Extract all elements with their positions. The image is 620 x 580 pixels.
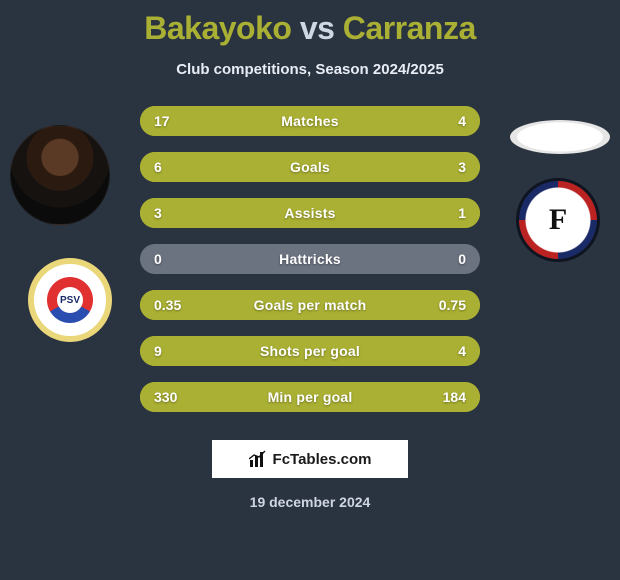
stat-value-right: 4 [458,113,466,129]
stat-value-right: 3 [458,159,466,175]
stat-label: Goals [140,159,480,175]
player-right-avatar [510,120,610,154]
title-vs: vs [300,10,335,46]
stat-row: 0.35Goals per match0.75 [140,290,480,320]
stat-value-right: 184 [443,389,466,405]
stat-value-right: 1 [458,205,466,221]
footer-site: FcTables.com [273,451,372,468]
psv-badge-text: PSV [60,295,80,306]
chart-icon [249,450,267,468]
stat-label: Matches [140,113,480,129]
player-right-club-badge: F [516,178,600,262]
page-title: Bakayoko vs Carranza [0,0,620,47]
stat-row: 3Assists1 [140,198,480,228]
stat-row: 17Matches4 [140,106,480,136]
stat-row: 330Min per goal184 [140,382,480,412]
feyenoord-badge-letter: F [549,203,567,237]
stat-label: Shots per goal [140,343,480,359]
stat-row: 0Hattricks0 [140,244,480,274]
player-left-club-badge: PSV [28,258,112,342]
stat-label: Assists [140,205,480,221]
stat-value-right: 0.75 [439,297,466,313]
stat-value-right: 0 [458,251,466,267]
stat-row: 9Shots per goal4 [140,336,480,366]
stat-label: Min per goal [140,389,480,405]
stat-label: Goals per match [140,297,480,313]
subtitle: Club competitions, Season 2024/2025 [0,61,620,78]
stat-value-right: 4 [458,343,466,359]
stat-label: Hattricks [140,251,480,267]
player-left-avatar [10,125,110,225]
stat-row: 6Goals3 [140,152,480,182]
footer-date: 19 december 2024 [0,494,620,510]
footer-attribution: FcTables.com [212,440,408,478]
title-player1: Bakayoko [144,10,291,46]
title-player2: Carranza [343,10,476,46]
